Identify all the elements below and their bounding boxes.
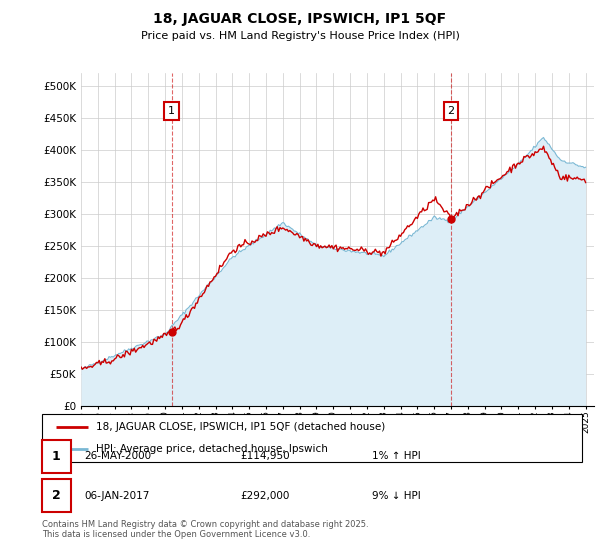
Text: HPI: Average price, detached house, Ipswich: HPI: Average price, detached house, Ipsw… (96, 444, 328, 454)
FancyBboxPatch shape (42, 414, 582, 462)
Text: 1% ↑ HPI: 1% ↑ HPI (372, 451, 421, 461)
Text: 06-JAN-2017: 06-JAN-2017 (84, 491, 149, 501)
Text: 1: 1 (169, 106, 175, 116)
Text: 2: 2 (448, 106, 455, 116)
Text: 18, JAGUAR CLOSE, IPSWICH, IP1 5QF: 18, JAGUAR CLOSE, IPSWICH, IP1 5QF (154, 12, 446, 26)
Text: 18, JAGUAR CLOSE, IPSWICH, IP1 5QF (detached house): 18, JAGUAR CLOSE, IPSWICH, IP1 5QF (deta… (96, 422, 385, 432)
Text: £114,950: £114,950 (240, 451, 290, 461)
Text: Price paid vs. HM Land Registry's House Price Index (HPI): Price paid vs. HM Land Registry's House … (140, 31, 460, 41)
Text: Contains HM Land Registry data © Crown copyright and database right 2025.
This d: Contains HM Land Registry data © Crown c… (42, 520, 368, 539)
Text: 26-MAY-2000: 26-MAY-2000 (84, 451, 151, 461)
Text: 1: 1 (52, 450, 61, 463)
Text: 9% ↓ HPI: 9% ↓ HPI (372, 491, 421, 501)
Text: £292,000: £292,000 (240, 491, 289, 501)
Text: 2: 2 (52, 489, 61, 502)
